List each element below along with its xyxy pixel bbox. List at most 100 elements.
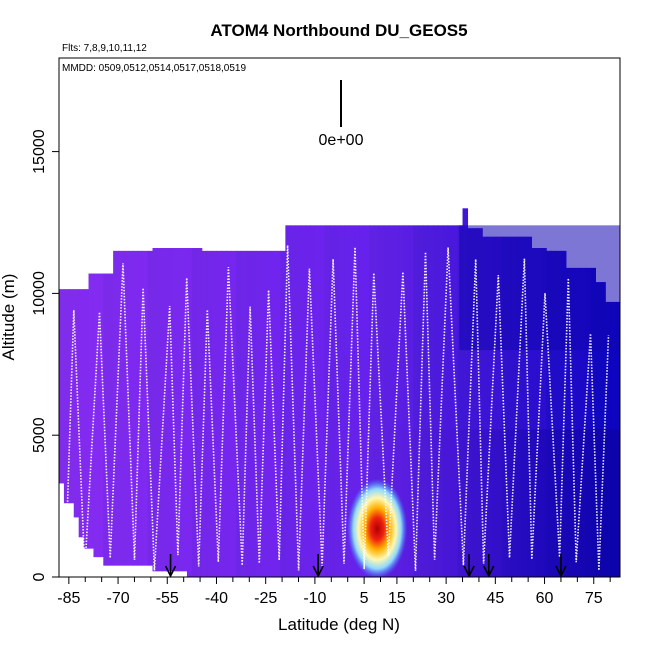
curtain-cell [329,225,336,577]
arrow-head [312,565,324,578]
curtain-cell [260,250,267,577]
curtain-cell [241,250,247,577]
curtain-cell [516,236,523,577]
curtain-cell [265,250,272,577]
arrow-markers [164,554,567,578]
curtain-cell [393,225,400,577]
curtain-cell [531,248,537,577]
curtain-cell [290,225,296,577]
x-tick-label: -85 [57,590,80,607]
x-tick-label: -40 [205,590,228,607]
x-tick-label: 75 [585,590,603,607]
arrow-head [463,565,475,578]
curtain-cell [403,225,409,577]
arrow-head [483,565,495,578]
curtain-cell [59,289,65,484]
curtain-cell [78,289,85,538]
y-tick-label: 10000 [31,271,48,316]
curtain-cell [378,225,385,577]
curtain-cell [359,225,365,577]
curtain-cell [280,250,286,577]
plot-area [59,208,620,577]
x-tick-label: 15 [388,590,406,607]
curtain-cell [506,236,513,577]
x-axis-title: Latitude (deg N) [278,615,400,634]
curtain-cell [462,208,469,577]
curtain-cell [398,225,405,577]
curtain-cell [196,248,203,577]
y-axis-title: Altitude (m) [0,274,18,361]
curtain-cell [300,225,306,577]
y-axis: 0 5000 10000 15000 [31,129,59,581]
curtain-cell [246,250,252,577]
curtain-cell [551,250,557,577]
curtain-cell [98,273,104,558]
curtain-cell [147,250,154,566]
x-tick-label: -25 [254,590,277,607]
curtain-cell [541,248,547,577]
curtain-cell [127,250,134,566]
curtain-cell [408,225,414,577]
y-tick-label: 15000 [31,129,48,174]
curtain-cell [172,248,178,572]
curtain-cell [93,273,99,558]
curtain-cell [580,267,587,577]
curtain-cell [295,225,301,577]
curtain-cell [73,289,80,518]
curtain-cell [487,236,493,577]
curtain-cell [556,250,562,577]
curtain-cell [511,236,518,577]
curtain-cell [570,267,577,577]
y-tick-label: 5000 [31,417,48,453]
curtain-cell [250,250,257,577]
curtain-cell [472,228,478,577]
curtain-cell [457,225,464,577]
curtain-cell [526,236,533,577]
dates-subtitle: MMDD: 0509,0512,0514,0517,0518,0519 [62,63,246,74]
x-tick-label: 60 [536,590,554,607]
x-tick-label: 30 [437,590,455,607]
curtain-cell [467,228,473,577]
curtain-cell [442,225,449,577]
x-tick-label: 5 [360,590,369,607]
curtain-cell [63,289,70,504]
chart-title: ATOM4 Northbound DU_GEOS5 [210,21,467,40]
curtain-cell [118,250,124,566]
curtain-cell [585,267,592,577]
curtain-cell [428,225,434,577]
curtain-cell [309,225,316,577]
upper-haze [459,225,620,351]
curtain-cell [137,250,144,566]
curtain-cell [122,250,129,566]
curtain-cell [186,248,193,577]
curtain-cell [413,225,419,577]
curtain-cell [113,250,119,566]
curtain-cell [349,225,355,577]
x-tick-label: -10 [303,590,326,607]
arrow-head [555,565,567,578]
curtain-cell [88,273,95,549]
curtain-cell [334,225,341,577]
curtain-cell [314,225,321,577]
curtain-cell [236,250,242,577]
scale-label: 0e+00 [319,132,364,149]
curtain-cell [565,267,572,577]
curtain-cell [373,225,380,577]
curtain-cell [142,250,149,566]
curtain-cell [546,250,552,577]
curtain-cell [191,248,198,577]
curtain-cell [575,267,582,577]
x-axis: -85 -70 -55 -40 -25 -10 5 15 30 45 60 75 [57,577,611,607]
curtain-cell [103,273,109,566]
curtain-cell [319,225,326,577]
x-tick-label: -70 [106,590,129,607]
curtain-cell [157,248,163,572]
curtain-cell [305,225,311,577]
curtain-cell [275,250,282,577]
flights-subtitle: Flts: 7,8,9,10,11,12 [62,43,147,54]
curtain-cell [162,248,168,572]
curtain-cell [182,248,188,572]
curtain-cell [152,248,159,572]
curtain-cell [344,225,350,577]
